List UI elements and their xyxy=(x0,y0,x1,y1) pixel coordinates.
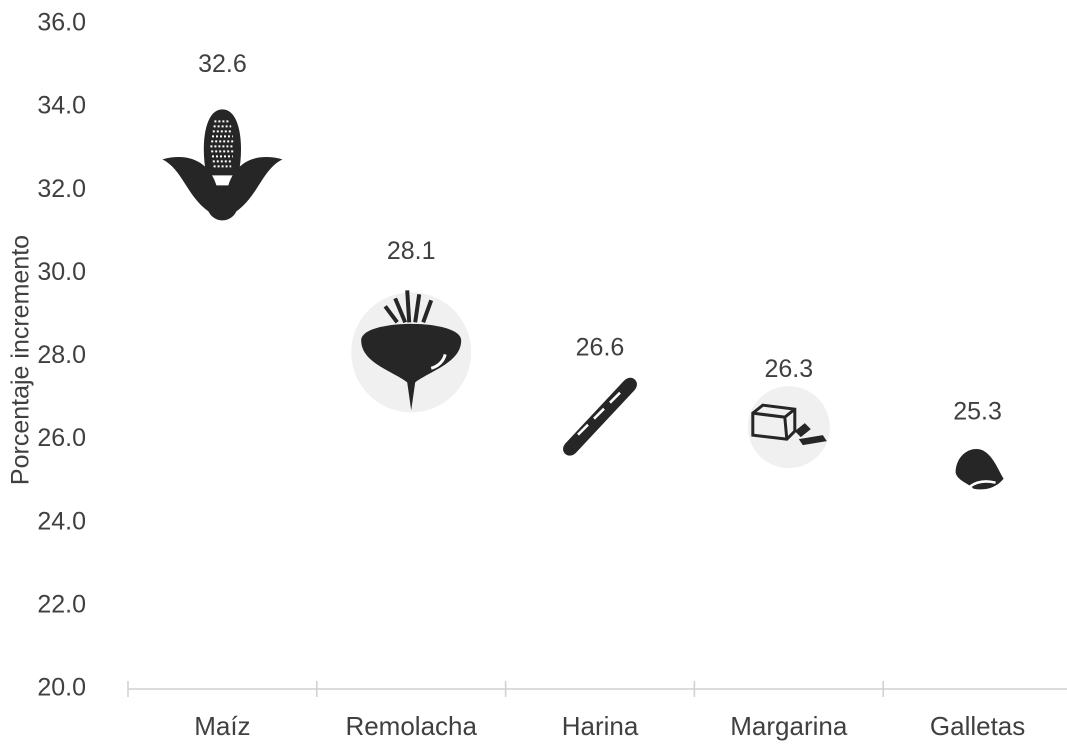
icon-part xyxy=(563,377,637,456)
y-axis-title: Porcentaje incremento xyxy=(7,235,35,485)
icon-part xyxy=(752,407,796,440)
icon-part xyxy=(393,297,408,324)
icon-part xyxy=(405,290,412,323)
icon-part xyxy=(203,109,242,176)
data-icon xyxy=(351,290,472,413)
y-tick-label: 28.0 xyxy=(37,341,86,369)
data-icon xyxy=(162,109,283,221)
data-icon xyxy=(563,377,637,456)
x-tick-label: Remolacha xyxy=(345,711,477,741)
data-label: 26.3 xyxy=(764,355,813,383)
data-icon xyxy=(747,386,830,469)
icon-part xyxy=(162,157,283,221)
icon-part xyxy=(609,391,621,404)
y-tick-label: 26.0 xyxy=(37,424,86,452)
data-label: 28.1 xyxy=(387,237,436,265)
x-tick-label: Maíz xyxy=(194,711,250,741)
data-label: 32.6 xyxy=(198,50,247,78)
y-tick-label: 32.0 xyxy=(37,175,86,203)
icon-part xyxy=(361,323,462,411)
icon-part xyxy=(794,423,827,446)
icon-part xyxy=(577,423,589,436)
data-icon xyxy=(955,448,1004,490)
x-tick-label: Margarina xyxy=(730,711,848,741)
data-label: 25.3 xyxy=(953,397,1002,425)
y-tick-label: 20.0 xyxy=(37,674,86,702)
icon-part xyxy=(955,448,1004,490)
icon-part xyxy=(413,294,422,323)
icon-part xyxy=(421,299,434,324)
y-tick-label: 36.0 xyxy=(37,9,86,37)
icon-bg xyxy=(747,386,830,469)
x-tick-label: Harina xyxy=(562,711,639,741)
data-label: 26.6 xyxy=(576,333,625,361)
y-tick-label: 30.0 xyxy=(37,258,86,286)
x-tick-label: Galletas xyxy=(930,711,1025,741)
icon-part xyxy=(430,353,447,370)
icon-part xyxy=(383,305,399,324)
y-tick-label: 22.0 xyxy=(37,590,86,618)
icon-part xyxy=(593,407,605,420)
y-tick-label: 24.0 xyxy=(37,507,86,535)
icon-part xyxy=(968,480,996,488)
y-tick-label: 34.0 xyxy=(37,92,86,120)
